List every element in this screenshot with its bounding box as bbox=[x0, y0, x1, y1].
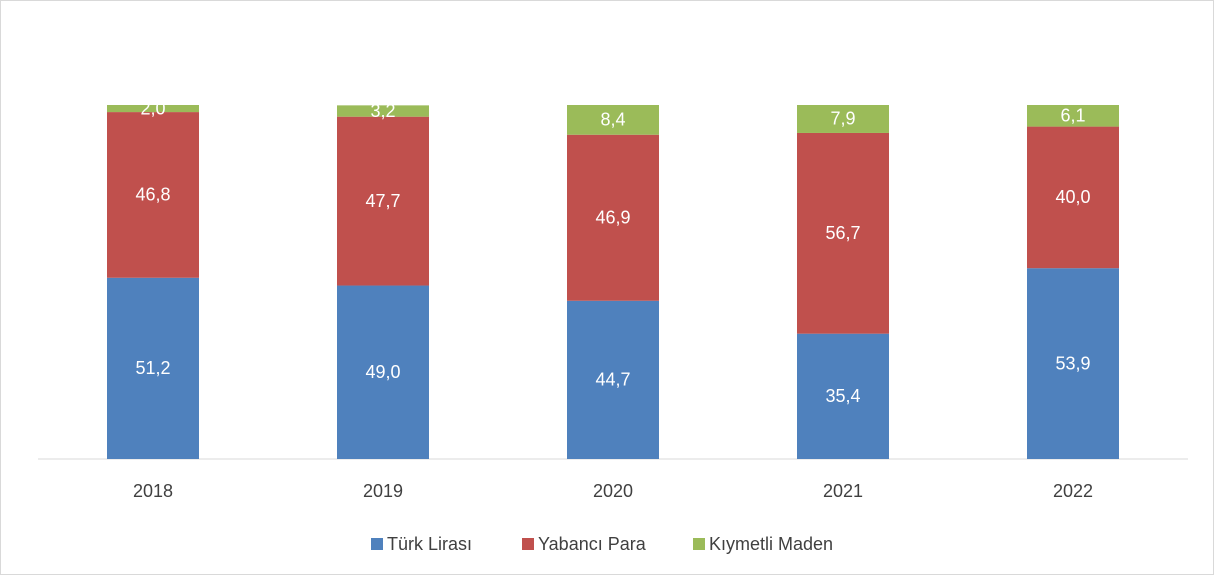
bar-segment bbox=[1027, 126, 1119, 269]
x-tick-label: 2022 bbox=[1053, 481, 1093, 501]
data-label: 44,7 bbox=[595, 370, 630, 390]
legend-label: Yabancı Para bbox=[538, 534, 647, 554]
bar-segment bbox=[1027, 268, 1119, 459]
bar-segment bbox=[567, 300, 659, 459]
data-label: 46,8 bbox=[135, 185, 170, 205]
bar-segment bbox=[107, 112, 199, 278]
legend-label: Kıymetli Maden bbox=[709, 534, 833, 554]
legend-label: Türk Lirası bbox=[387, 534, 472, 554]
x-tick-label: 2018 bbox=[133, 481, 173, 501]
x-tick-label: 2021 bbox=[823, 481, 863, 501]
data-label: 35,4 bbox=[825, 386, 860, 406]
data-label: 56,7 bbox=[825, 223, 860, 243]
bar-segment bbox=[567, 105, 659, 135]
data-label: 47,7 bbox=[365, 191, 400, 211]
data-label: 46,9 bbox=[595, 207, 630, 227]
bar-segment bbox=[107, 105, 199, 113]
data-label: 6,1 bbox=[1060, 106, 1085, 126]
data-label: 51,2 bbox=[135, 358, 170, 378]
data-label: 2,0 bbox=[140, 98, 165, 118]
legend-swatch bbox=[693, 538, 705, 550]
bar-segment bbox=[107, 277, 199, 459]
legend-swatch bbox=[522, 538, 534, 550]
bar-segment bbox=[797, 333, 889, 459]
data-label: 53,9 bbox=[1055, 353, 1090, 373]
data-label: 7,9 bbox=[830, 109, 855, 129]
bar-segment bbox=[337, 116, 429, 286]
data-label: 8,4 bbox=[600, 110, 625, 130]
bar-segment bbox=[337, 105, 429, 117]
bar-segment bbox=[797, 132, 889, 334]
data-label: 40,0 bbox=[1055, 187, 1090, 207]
x-tick-label: 2020 bbox=[593, 481, 633, 501]
bar-segment bbox=[1027, 105, 1119, 127]
bar-segment bbox=[797, 105, 889, 133]
x-tick-label: 2019 bbox=[363, 481, 403, 501]
data-label: 49,0 bbox=[365, 362, 400, 382]
bar-segment bbox=[337, 285, 429, 459]
data-label: 3,2 bbox=[370, 101, 395, 121]
bar-segment bbox=[567, 134, 659, 301]
legend-swatch bbox=[371, 538, 383, 550]
